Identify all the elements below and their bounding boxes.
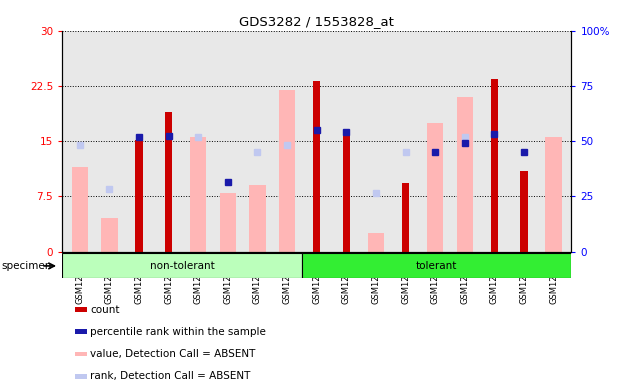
Bar <box>101 218 117 252</box>
Bar <box>368 233 384 252</box>
Bar <box>279 89 295 252</box>
Bar <box>427 123 443 252</box>
Text: tolerant: tolerant <box>416 261 457 271</box>
Bar <box>190 137 206 252</box>
Text: value, Detection Call = ABSENT: value, Detection Call = ABSENT <box>90 349 255 359</box>
Text: non-tolerant: non-tolerant <box>150 261 214 271</box>
Bar <box>545 137 562 252</box>
Bar <box>165 112 173 252</box>
Text: percentile rank within the sample: percentile rank within the sample <box>90 327 266 337</box>
Bar <box>220 193 236 252</box>
Bar <box>520 170 528 252</box>
Bar <box>313 81 320 252</box>
Bar <box>302 253 571 278</box>
Text: specimen: specimen <box>1 261 52 271</box>
Bar <box>71 167 88 252</box>
Bar <box>62 253 302 278</box>
Title: GDS3282 / 1553828_at: GDS3282 / 1553828_at <box>239 15 394 28</box>
Bar <box>456 97 473 252</box>
Bar <box>343 134 350 252</box>
Bar <box>250 185 266 252</box>
Bar <box>491 79 498 252</box>
Text: rank, Detection Call = ABSENT: rank, Detection Call = ABSENT <box>90 371 250 381</box>
Text: count: count <box>90 305 120 314</box>
Bar <box>402 183 409 252</box>
Bar <box>135 140 143 252</box>
